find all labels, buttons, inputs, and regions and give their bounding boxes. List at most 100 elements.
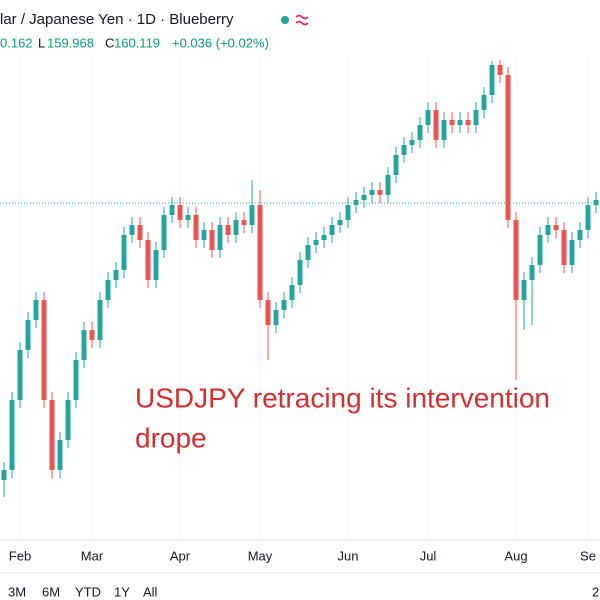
candle-body xyxy=(593,200,599,205)
candle-body xyxy=(257,205,263,300)
x-tick-label: Jun xyxy=(338,548,359,563)
candle-body xyxy=(409,140,415,145)
candle-body xyxy=(321,235,327,240)
candle-body xyxy=(577,230,583,240)
candle-body xyxy=(241,220,247,225)
candle-body xyxy=(1,470,7,480)
candle-body xyxy=(513,220,519,300)
candle-body xyxy=(489,65,495,95)
candle-body xyxy=(393,155,399,175)
candle-body xyxy=(353,200,359,205)
candle-body xyxy=(561,230,567,265)
candle-body xyxy=(449,120,455,125)
candle-body xyxy=(529,265,535,280)
candle-body xyxy=(337,220,343,225)
candle-body xyxy=(129,225,135,235)
candle-body xyxy=(113,270,119,280)
candle-body xyxy=(217,225,223,250)
candle-body xyxy=(177,205,183,220)
candle-body xyxy=(121,235,127,270)
x-tick-label: May xyxy=(248,548,273,563)
candle-body xyxy=(41,300,47,400)
candle-body xyxy=(105,280,111,300)
candle-body xyxy=(33,300,39,320)
candle-body xyxy=(433,110,439,140)
candle-body xyxy=(153,250,159,280)
candle-body xyxy=(537,235,543,265)
x-tick-label: Jul xyxy=(420,548,437,563)
candle-body xyxy=(73,360,79,400)
candle-body xyxy=(97,300,103,340)
candle-body xyxy=(201,230,207,240)
compare-icon xyxy=(295,14,309,26)
candle-body xyxy=(553,225,559,230)
candle-body xyxy=(265,300,271,325)
candle-body xyxy=(81,330,87,360)
quote-label: C xyxy=(105,35,114,50)
candle-body xyxy=(497,65,503,75)
candle-body xyxy=(185,215,191,220)
quote-label: L xyxy=(38,35,45,50)
candle-body xyxy=(329,225,335,235)
candle-body xyxy=(9,400,15,470)
quote-high: 0.162 xyxy=(0,35,33,50)
quote-close: 160.119 xyxy=(114,35,160,50)
candle-body xyxy=(585,205,591,230)
candle-body xyxy=(417,125,423,140)
x-tick-label: Apr xyxy=(170,548,191,563)
range-button[interactable]: YTD xyxy=(75,584,101,599)
candle-body xyxy=(473,110,479,125)
candle-body xyxy=(425,110,431,125)
candle-body xyxy=(49,400,55,470)
candle-body xyxy=(57,440,63,470)
candle-body xyxy=(209,230,215,250)
x-tick-label: Se xyxy=(580,548,596,563)
candle-body xyxy=(25,320,31,350)
candle-body xyxy=(65,400,71,440)
candle-body xyxy=(225,225,231,235)
candle-body xyxy=(481,95,487,110)
candle-body xyxy=(345,205,351,220)
candle-body xyxy=(401,145,407,155)
candle-body xyxy=(369,190,375,195)
status-dot xyxy=(281,16,289,24)
candle-body xyxy=(137,225,143,240)
candle-body xyxy=(169,205,175,215)
range-button[interactable]: 6M xyxy=(42,584,60,599)
candle-body xyxy=(521,280,527,300)
candle-body xyxy=(545,225,551,235)
candle-body xyxy=(569,240,575,265)
x-tick-label: Feb xyxy=(9,548,31,563)
candle-body xyxy=(377,190,383,195)
candle-body xyxy=(89,330,95,340)
candle-body xyxy=(361,195,367,200)
candle-body xyxy=(465,120,471,125)
candle-body xyxy=(249,205,255,225)
x-tick-label: Aug xyxy=(504,548,527,563)
candle-body xyxy=(385,175,391,195)
candle-body xyxy=(233,220,239,235)
candle-body xyxy=(273,310,279,325)
range-button[interactable]: 1Y xyxy=(114,584,130,599)
candle-body xyxy=(193,215,199,240)
candle-body xyxy=(305,245,311,260)
candle-body xyxy=(281,300,287,310)
candle-body xyxy=(145,240,151,280)
candle-body xyxy=(505,75,511,220)
x-tick-label: Mar xyxy=(81,548,104,563)
quote-low: 159.968 xyxy=(47,35,94,50)
candle-body xyxy=(313,240,319,245)
symbol-title: lar / Japanese Yen · 1D · Blueberry xyxy=(0,11,234,28)
candle-body xyxy=(17,350,23,400)
range-button[interactable]: 3M xyxy=(8,584,26,599)
annotation: USDJPY retracing its intervention xyxy=(135,382,550,413)
candle-body xyxy=(297,260,303,285)
range-button[interactable]: All xyxy=(143,584,158,599)
candle-body xyxy=(441,120,447,140)
annotation: drope xyxy=(135,422,207,453)
candle-body xyxy=(457,120,463,125)
candle-body xyxy=(289,285,295,300)
quote-change: +0.036 (+0.02%) xyxy=(172,35,269,50)
